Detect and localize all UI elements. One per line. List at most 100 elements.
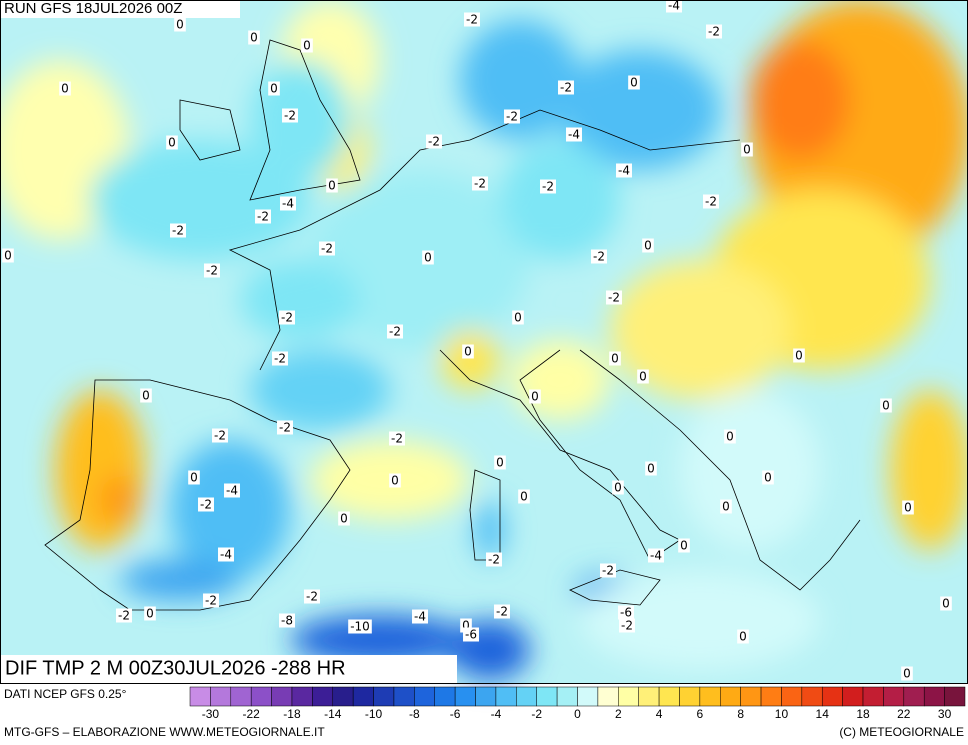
colorbar-label: 10 (775, 707, 789, 721)
run-box (0, 0, 240, 18)
contour-label: 0 (647, 462, 655, 476)
colorbar-label: -4 (491, 707, 502, 721)
contour-label-box (463, 627, 479, 642)
contour-label: -4 (282, 197, 294, 211)
contour-label-box (301, 38, 313, 53)
contour-label: -4 (668, 0, 680, 13)
contour-label-box (566, 127, 582, 142)
contour-label-box (609, 351, 621, 366)
contour-label-box (606, 290, 622, 305)
colorbar-swatch (210, 686, 232, 707)
contour-label-box (279, 613, 295, 628)
colorbar-swatch (454, 686, 476, 707)
colorbar-swatch (332, 686, 354, 707)
colorbar-label: 4 (656, 707, 663, 721)
colorbar-label: 22 (897, 707, 911, 721)
colorbar-label: -30 (202, 707, 220, 721)
contour-label: 0 (303, 39, 311, 53)
contour-label: 0 (328, 179, 336, 193)
contour-label-box (642, 238, 654, 253)
contour-label: -2 (200, 498, 212, 512)
contour-label-box (648, 548, 664, 563)
contour-label-box (637, 369, 649, 384)
contour-label: 0 (630, 76, 638, 90)
contour-label-box (504, 109, 520, 124)
colorbar-swatch (577, 686, 599, 707)
field-label: DIF TMP 2 M 00Z30JUL2026 -288 HR (5, 657, 346, 679)
contour-label-box (540, 179, 556, 194)
field-patch (750, 40, 850, 160)
contour-label: -4 (414, 610, 426, 624)
colorbar-swatch (923, 686, 945, 707)
contour-label-box (462, 344, 474, 359)
contour-label-box (116, 608, 132, 623)
contour-label: 0 (391, 474, 399, 488)
field-patch (100, 475, 140, 525)
contour-label: -2 (560, 81, 572, 95)
contour-label: -2 (488, 553, 500, 567)
source-label: DATI NCEP GFS 0.25° (4, 687, 127, 701)
colorbar-swatch (393, 686, 415, 707)
field-patch (290, 615, 470, 665)
contour-label-box (59, 81, 71, 96)
contour-label: 0 (639, 370, 647, 384)
contour-label-box (272, 351, 288, 366)
field-box (0, 655, 457, 683)
field-patch (475, 500, 505, 560)
contour-label: -2 (602, 564, 614, 578)
run-label: RUN GFS 18JUL2026 00Z (4, 0, 182, 17)
contour-label-box (486, 552, 502, 567)
colorbar-swatch (760, 686, 782, 707)
contour-label: -2 (389, 325, 401, 339)
contour-label-box (203, 593, 219, 608)
contour-label-box (412, 609, 428, 624)
colorbar-label: 6 (697, 707, 704, 721)
contour-label-box (174, 17, 186, 32)
contour-label-box (472, 176, 488, 191)
colorbar-label: 18 (856, 707, 870, 721)
colorbar-swatch (821, 686, 843, 707)
contour-label: -2 (214, 429, 226, 443)
contour-label-box (248, 30, 260, 45)
contour-label-box (198, 497, 214, 512)
colorbar-label: -18 (283, 707, 301, 721)
colorbar-swatch (781, 686, 803, 707)
contour-label-box (319, 241, 335, 256)
contour-label-box (591, 249, 607, 264)
contour-label-box (703, 194, 719, 209)
contour-label: 0 (795, 349, 803, 363)
contour-label-box (706, 24, 722, 39)
contour-label-box (212, 428, 228, 443)
contour-label-box (628, 75, 640, 90)
contour-label: 0 (142, 389, 150, 403)
colorbar-swatch (944, 686, 966, 707)
colorbar-swatch (312, 686, 334, 707)
contour-label-box (678, 538, 690, 553)
contour-label: -2 (281, 311, 293, 325)
colorbar-label: 2 (615, 707, 622, 721)
colorbar-label: -6 (450, 707, 461, 721)
colorbar-swatch (679, 686, 701, 707)
contour-label-box (255, 209, 271, 224)
contour-label-box (518, 489, 530, 504)
contour-label-box (279, 310, 295, 325)
colorbar-label: -10 (365, 707, 383, 721)
field-patch (240, 260, 360, 340)
contour-label: 0 (743, 143, 751, 157)
contour-label: 0 (61, 82, 69, 96)
field-patch (500, 140, 620, 260)
contour-label-box (902, 500, 914, 515)
contour-label-box (277, 420, 293, 435)
contour-label: 0 (514, 311, 522, 325)
field-patch (170, 440, 290, 580)
contour-label: 0 (722, 500, 730, 514)
contour-label-box (2, 248, 14, 263)
contour-label: -2 (321, 242, 333, 256)
colorbar-swatch (618, 686, 639, 707)
contour-label-box (387, 324, 403, 339)
contour-label: -4 (650, 549, 662, 563)
contour-label-box (880, 398, 892, 413)
contour-label: 0 (250, 31, 258, 45)
contour-label: 0 (726, 430, 734, 444)
